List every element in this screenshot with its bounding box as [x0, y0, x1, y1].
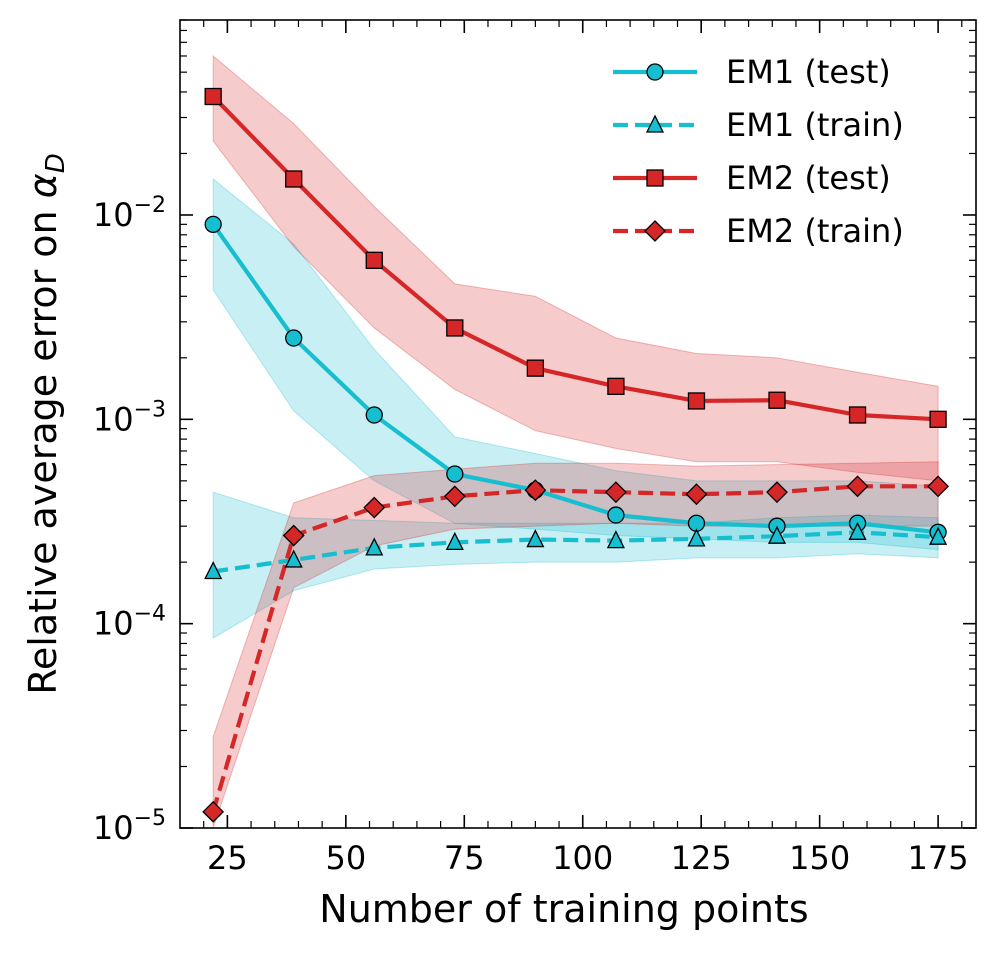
confidence-bands: [212, 54, 939, 828]
y-tick-label-base: 10: [93, 400, 134, 438]
legend-label: EM2 (test): [726, 159, 891, 197]
data-point: [848, 406, 867, 424]
data-point: [445, 531, 464, 550]
data-point: [204, 87, 222, 106]
legend-marker: [646, 63, 664, 81]
x-tick-label: 150: [789, 839, 850, 877]
confidence-band: [212, 177, 939, 551]
y-axis-label-symbol: α: [21, 173, 65, 198]
data-point: [446, 465, 464, 483]
data-point: [446, 319, 464, 337]
confidence-band: [212, 491, 939, 639]
plot-frame: [179, 19, 977, 829]
series-line: [211, 484, 939, 813]
data-point: [929, 410, 947, 428]
y-axis-label: Relative average error on αD: [21, 153, 71, 695]
y-tick-label: 10−5: [93, 806, 166, 847]
data-point: [526, 359, 545, 377]
y-tick-label-exponent: −3: [134, 397, 166, 422]
series-line: [212, 530, 939, 574]
data-point: [687, 392, 706, 410]
data-point: [363, 496, 386, 519]
data-point: [685, 483, 708, 506]
data-point: [285, 170, 303, 188]
legend: EM1 (test) EM1 (train) EM2 (test) EM2 (trai…: [613, 53, 904, 250]
data-point: [524, 479, 547, 502]
y-tick-label-base: 10: [93, 605, 134, 643]
y-tick-label-exponent: −5: [134, 806, 166, 831]
legend-label: EM1 (test): [726, 53, 891, 91]
x-tick-label: 100: [552, 839, 613, 877]
legend-marker: [646, 169, 664, 187]
y-axis-label-subscript: D: [41, 153, 71, 173]
data-point: [687, 528, 706, 547]
y-tick-label-base: 10: [93, 809, 134, 847]
y-tick-label: 10−4: [93, 602, 166, 643]
x-tick-label: 125: [671, 839, 732, 877]
data-point: [929, 526, 948, 545]
x-axis-label: Number of training points: [319, 887, 808, 931]
data-point: [204, 561, 223, 580]
x-tick-label: 75: [444, 839, 485, 877]
data-point: [365, 251, 383, 269]
series-markers: [202, 87, 950, 823]
x-tick-label: 175: [908, 839, 969, 877]
data-point: [607, 377, 625, 396]
x-tick-label: 25: [207, 839, 248, 877]
data-point: [204, 215, 222, 233]
data-point: [767, 525, 787, 544]
data-point: [604, 481, 627, 504]
data-point: [284, 549, 303, 568]
legend-label: EM1 (train): [726, 106, 904, 144]
series-line: [211, 223, 939, 535]
data-point: [282, 524, 305, 547]
data-point: [766, 481, 788, 504]
data-point: [365, 537, 384, 556]
legend-marker: [645, 114, 665, 133]
series-lines: [211, 95, 939, 813]
legend-label: EM2 (train): [726, 212, 904, 250]
data-point: [846, 475, 869, 498]
data-point: [285, 329, 303, 347]
data-point: [443, 485, 466, 508]
x-tick-label: 50: [325, 839, 366, 877]
y-tick-label-exponent: −4: [134, 602, 166, 627]
data-point: [927, 475, 950, 498]
y-tick-label: 10−2: [93, 193, 166, 234]
data-point: [365, 406, 383, 424]
data-point: [848, 521, 867, 540]
data-point: [606, 530, 625, 549]
data-point: [526, 529, 545, 548]
legend-marker: [644, 220, 666, 242]
series-line: [211, 95, 939, 422]
y-axis-label-prefix: Relative average error on: [21, 198, 65, 694]
data-point: [607, 506, 625, 524]
data-point: [202, 800, 225, 823]
y-tick-label-exponent: −2: [134, 193, 166, 218]
y-tick-label: 10−3: [93, 397, 166, 438]
y-tick-label-base: 10: [93, 196, 134, 234]
data-point: [768, 391, 786, 409]
